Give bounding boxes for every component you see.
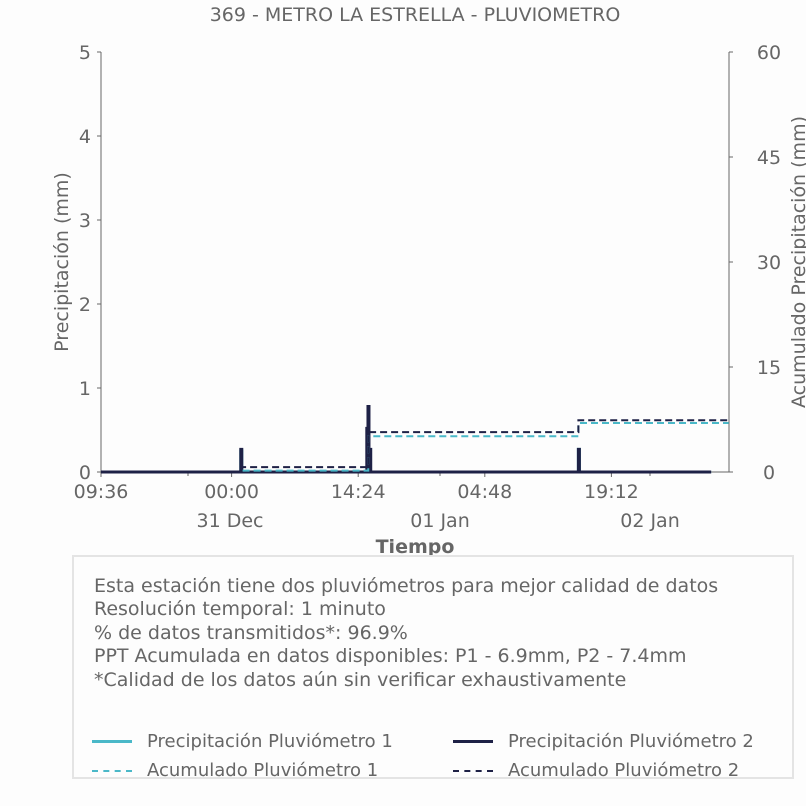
legend-swatch bbox=[92, 740, 132, 743]
chart: 369 - METRO LA ESTRELLA - PLUVIOMETRO Pr… bbox=[51, 4, 806, 558]
series-2-line bbox=[101, 404, 712, 474]
legend-label: Acumulado Pluviómetro 2 bbox=[508, 760, 740, 781]
info-line: Resolución temporal: 1 minuto bbox=[94, 598, 386, 621]
info-line: *Calidad de los datos aún sin verificar … bbox=[94, 668, 627, 691]
series-1-line bbox=[101, 428, 712, 474]
x-date-label: 31 Dec bbox=[197, 510, 264, 532]
legend-item-acc2: Acumulado Pluviómetro 2 bbox=[453, 760, 739, 781]
x-date-label: 02 Jan bbox=[620, 510, 680, 532]
info-line: PPT Acumulada en datos disponibles: P1 -… bbox=[94, 645, 687, 668]
info-line: Esta estación tiene dos pluviómetros par… bbox=[94, 575, 719, 597]
x-axis-label: Tiempo bbox=[376, 536, 455, 558]
y-tick-label: 4 bbox=[79, 126, 91, 148]
legend-swatch bbox=[453, 740, 493, 743]
y-right-tick-label: 45 bbox=[757, 147, 781, 169]
legend-label: Precipitación Pluviómetro 1 bbox=[147, 731, 393, 752]
x-date-label: 01 Jan bbox=[410, 510, 470, 532]
y-right-tick-label: 0 bbox=[763, 462, 775, 484]
y-tick-label: 1 bbox=[79, 378, 91, 400]
x-tick-label: 14:24 bbox=[331, 481, 386, 503]
x-tick-label: 00:00 bbox=[204, 481, 259, 503]
y-tick-label: 3 bbox=[79, 210, 91, 232]
y-right-tick-label: 15 bbox=[757, 357, 781, 379]
x-tick-label: 19:12 bbox=[584, 481, 639, 503]
chart-title: 369 - METRO LA ESTRELLA - PLUVIOMETRO bbox=[210, 4, 621, 26]
y-right-tick-label: 60 bbox=[757, 42, 781, 64]
legend-swatch bbox=[453, 769, 493, 772]
info-line: % de datos transmitidos*: 96.9% bbox=[94, 621, 408, 644]
y-tick-label: 2 bbox=[79, 294, 91, 316]
legend-item-acc1: Acumulado Pluviómetro 1 bbox=[92, 760, 378, 781]
legend-label: Precipitación Pluviómetro 2 bbox=[508, 731, 754, 752]
series-3-line bbox=[101, 422, 729, 473]
legend-item-p2: Precipitación Pluviómetro 2 bbox=[453, 731, 754, 752]
y-tick-label: 5 bbox=[79, 42, 91, 64]
y-axis-right-label: Acumulado Precipitación (mm) bbox=[788, 116, 806, 408]
legend-label: Acumulado Pluviómetro 1 bbox=[147, 760, 379, 781]
y-axis-label: Precipitación (mm) bbox=[51, 172, 73, 352]
legend-item-p1: Precipitación Pluviómetro 1 bbox=[92, 731, 393, 752]
legend-swatch bbox=[92, 769, 132, 772]
x-tick-label: 09:36 bbox=[74, 481, 129, 503]
y-tick-label: 0 bbox=[79, 462, 91, 484]
x-tick-label: 04:48 bbox=[457, 481, 512, 503]
series-4-line bbox=[101, 419, 729, 473]
info-legend-box: Esta estación tiene dos pluviómetros par… bbox=[72, 555, 794, 781]
y-right-tick-label: 30 bbox=[757, 252, 781, 274]
